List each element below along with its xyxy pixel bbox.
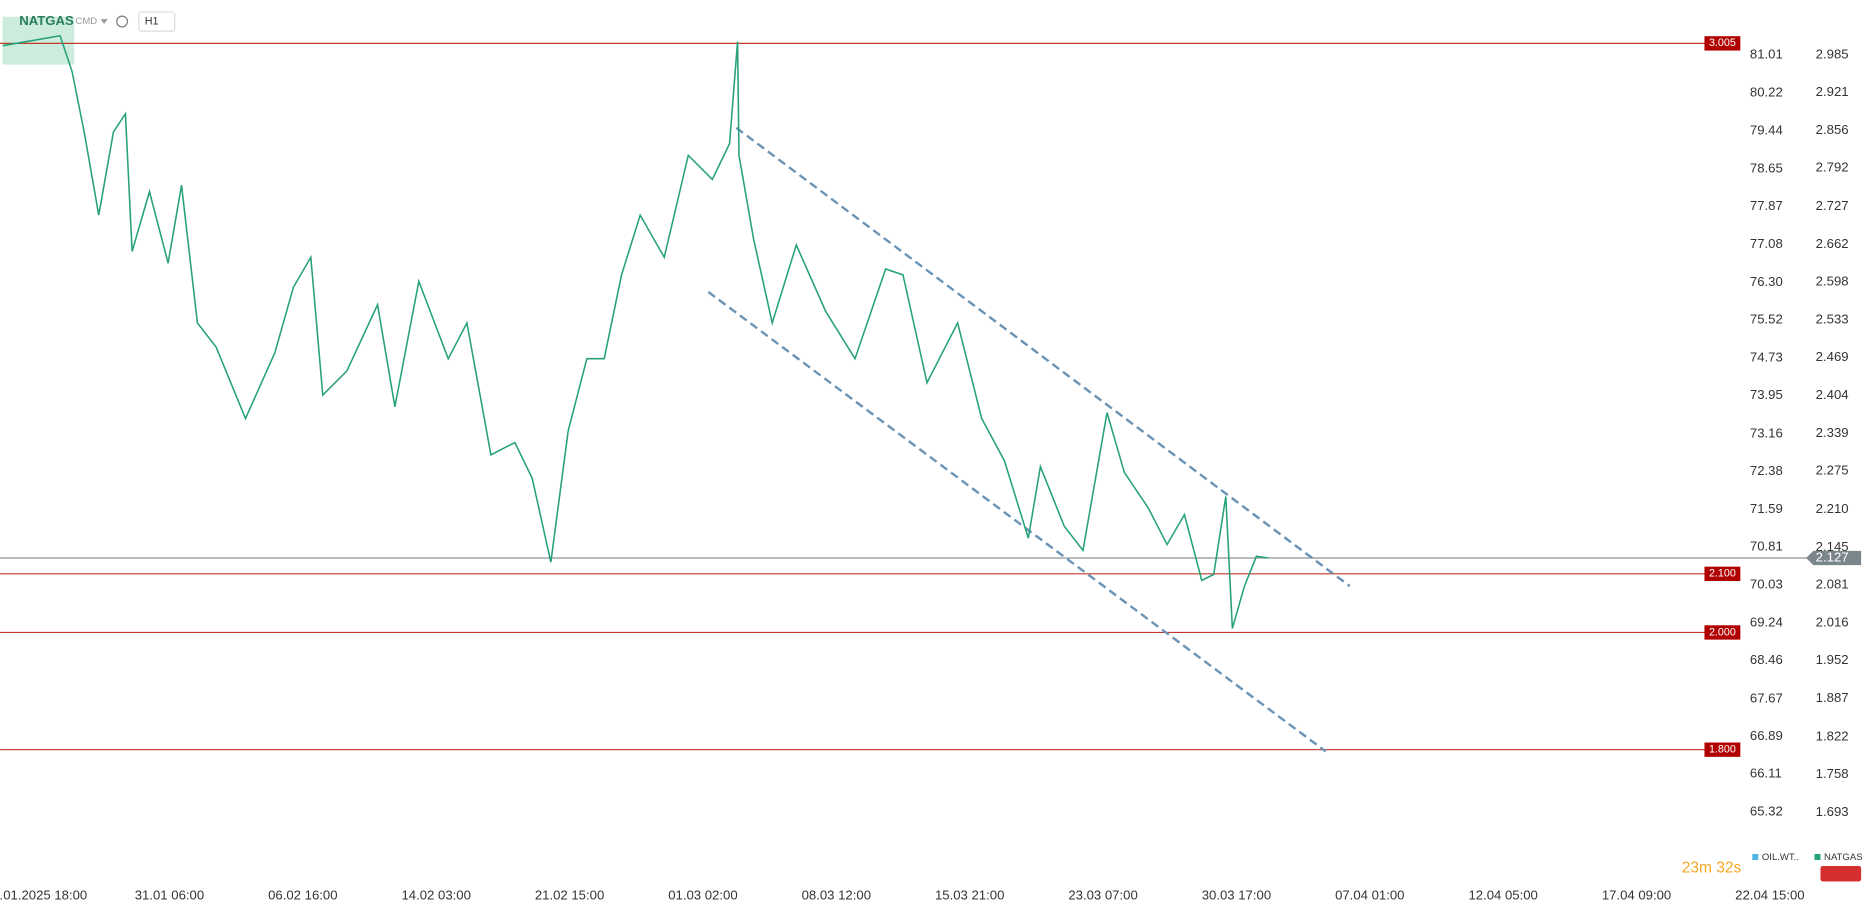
x-tick-label: 12.04 05:00 <box>1468 887 1537 902</box>
y-tick-label: 2.598 <box>1816 273 1849 288</box>
y2-tick-label: 69.24 <box>1750 614 1783 629</box>
timeframe-box[interactable] <box>138 11 176 32</box>
y-tick-label: 2.275 <box>1816 463 1849 478</box>
y2-tick-label: 70.81 <box>1750 539 1783 554</box>
current-price-label: 2.127 <box>1816 549 1849 564</box>
y-tick-label: 2.727 <box>1816 198 1849 213</box>
y2-tick-label: 73.16 <box>1750 425 1783 440</box>
y-tick-label: 2.662 <box>1816 236 1849 251</box>
y-tick-label: 2.210 <box>1816 501 1849 516</box>
y2-tick-label: 68.46 <box>1750 652 1783 667</box>
info-icon[interactable] <box>116 15 129 28</box>
x-tick-label: 20.01.2025 18:00 <box>0 887 87 902</box>
legend-swatch <box>1814 853 1821 860</box>
source: CMD <box>75 16 97 27</box>
legend-label: OIL.WT.. <box>1762 852 1799 863</box>
x-tick-label: 31.01 06:00 <box>135 887 204 902</box>
y-tick-label: 2.145 <box>1816 539 1849 554</box>
y2-tick-label: 76.30 <box>1750 274 1783 289</box>
y2-tick-label: 81.01 <box>1750 46 1783 61</box>
dropdown-arrow[interactable] <box>100 19 108 24</box>
y2-tick-label: 66.89 <box>1750 728 1783 743</box>
y2-tick-label: 71.59 <box>1750 501 1783 516</box>
channel-line <box>735 126 1351 588</box>
y2-tick-label: 66.11 <box>1750 766 1782 781</box>
level-label: 1.800 <box>1709 744 1736 756</box>
y-tick-label: 2.533 <box>1816 312 1849 327</box>
y-tick-label: 2.856 <box>1816 122 1849 137</box>
countdown: 23m 32s <box>1682 859 1742 876</box>
x-tick-label: 15.03 21:00 <box>935 887 1004 902</box>
legend-label: NATGAS <box>1824 852 1863 863</box>
y2-tick-label: 73.95 <box>1750 387 1783 402</box>
current-price-tag <box>1806 550 1862 566</box>
y-tick-label: 2.081 <box>1816 576 1849 591</box>
y2-tick-label: 74.73 <box>1750 350 1783 365</box>
y2-tick-label: 65.32 <box>1750 804 1783 819</box>
y2-tick-label: 72.38 <box>1750 463 1783 478</box>
x-tick-label: 08.03 12:00 <box>802 887 871 902</box>
timeframe[interactable]: H1 <box>145 15 159 27</box>
y2-tick-label: 78.65 <box>1750 160 1783 175</box>
level-tag <box>1704 36 1741 51</box>
y2-tick-label: 70.03 <box>1750 576 1783 591</box>
price-line <box>2 34 1269 629</box>
legend-swatch <box>1752 853 1759 860</box>
symbol[interactable]: NATGAS <box>19 13 74 28</box>
x-tick-label: 30.03 17:00 <box>1202 887 1271 902</box>
x-tick-label: 07.04 01:00 <box>1335 887 1404 902</box>
y-tick-label: 2.792 <box>1816 160 1849 175</box>
level-label: 3.005 <box>1709 37 1736 49</box>
y-tick-label: 2.469 <box>1816 349 1849 364</box>
y-tick-label: 1.693 <box>1816 804 1849 819</box>
level-tag <box>1704 566 1741 582</box>
y2-tick-label: 75.52 <box>1750 311 1783 326</box>
level-tag <box>1704 625 1741 640</box>
x-tick-label: 22.04 15:00 <box>1735 887 1804 902</box>
y-tick-label: 1.758 <box>1816 766 1849 781</box>
y-tick-label: 1.822 <box>1816 728 1849 743</box>
x-tick-label: 06.02 16:00 <box>268 887 337 902</box>
x-tick-label: 01.03 02:00 <box>668 887 737 902</box>
y2-tick-label: 77.08 <box>1750 236 1783 251</box>
level-label: 2.000 <box>1709 626 1736 638</box>
channel-line <box>707 290 1327 753</box>
y-tick-label: 2.016 <box>1816 615 1849 630</box>
y2-tick-label: 77.87 <box>1750 198 1783 213</box>
level-tag <box>1704 742 1741 757</box>
y2-tick-label: 80.22 <box>1750 85 1783 100</box>
y-tick-label: 1.887 <box>1816 690 1849 705</box>
x-tick-label: 21.02 15:00 <box>535 887 604 902</box>
level-label: 2.100 <box>1709 568 1736 580</box>
x-tick-label: 14.02 03:00 <box>401 887 470 902</box>
y2-tick-label: 67.67 <box>1750 690 1783 705</box>
y-tick-label: 2.404 <box>1816 387 1849 402</box>
y-tick-label: 2.921 <box>1816 84 1849 99</box>
y-tick-label: 2.985 <box>1816 47 1849 62</box>
y-tick-label: 2.339 <box>1816 425 1849 440</box>
close-button[interactable] <box>1820 865 1862 882</box>
x-tick-label: 23.03 07:00 <box>1068 887 1137 902</box>
y2-tick-label: 79.44 <box>1750 122 1783 137</box>
x-tick-label: 17.04 09:00 <box>1602 887 1671 902</box>
y-tick-label: 1.952 <box>1816 652 1849 667</box>
